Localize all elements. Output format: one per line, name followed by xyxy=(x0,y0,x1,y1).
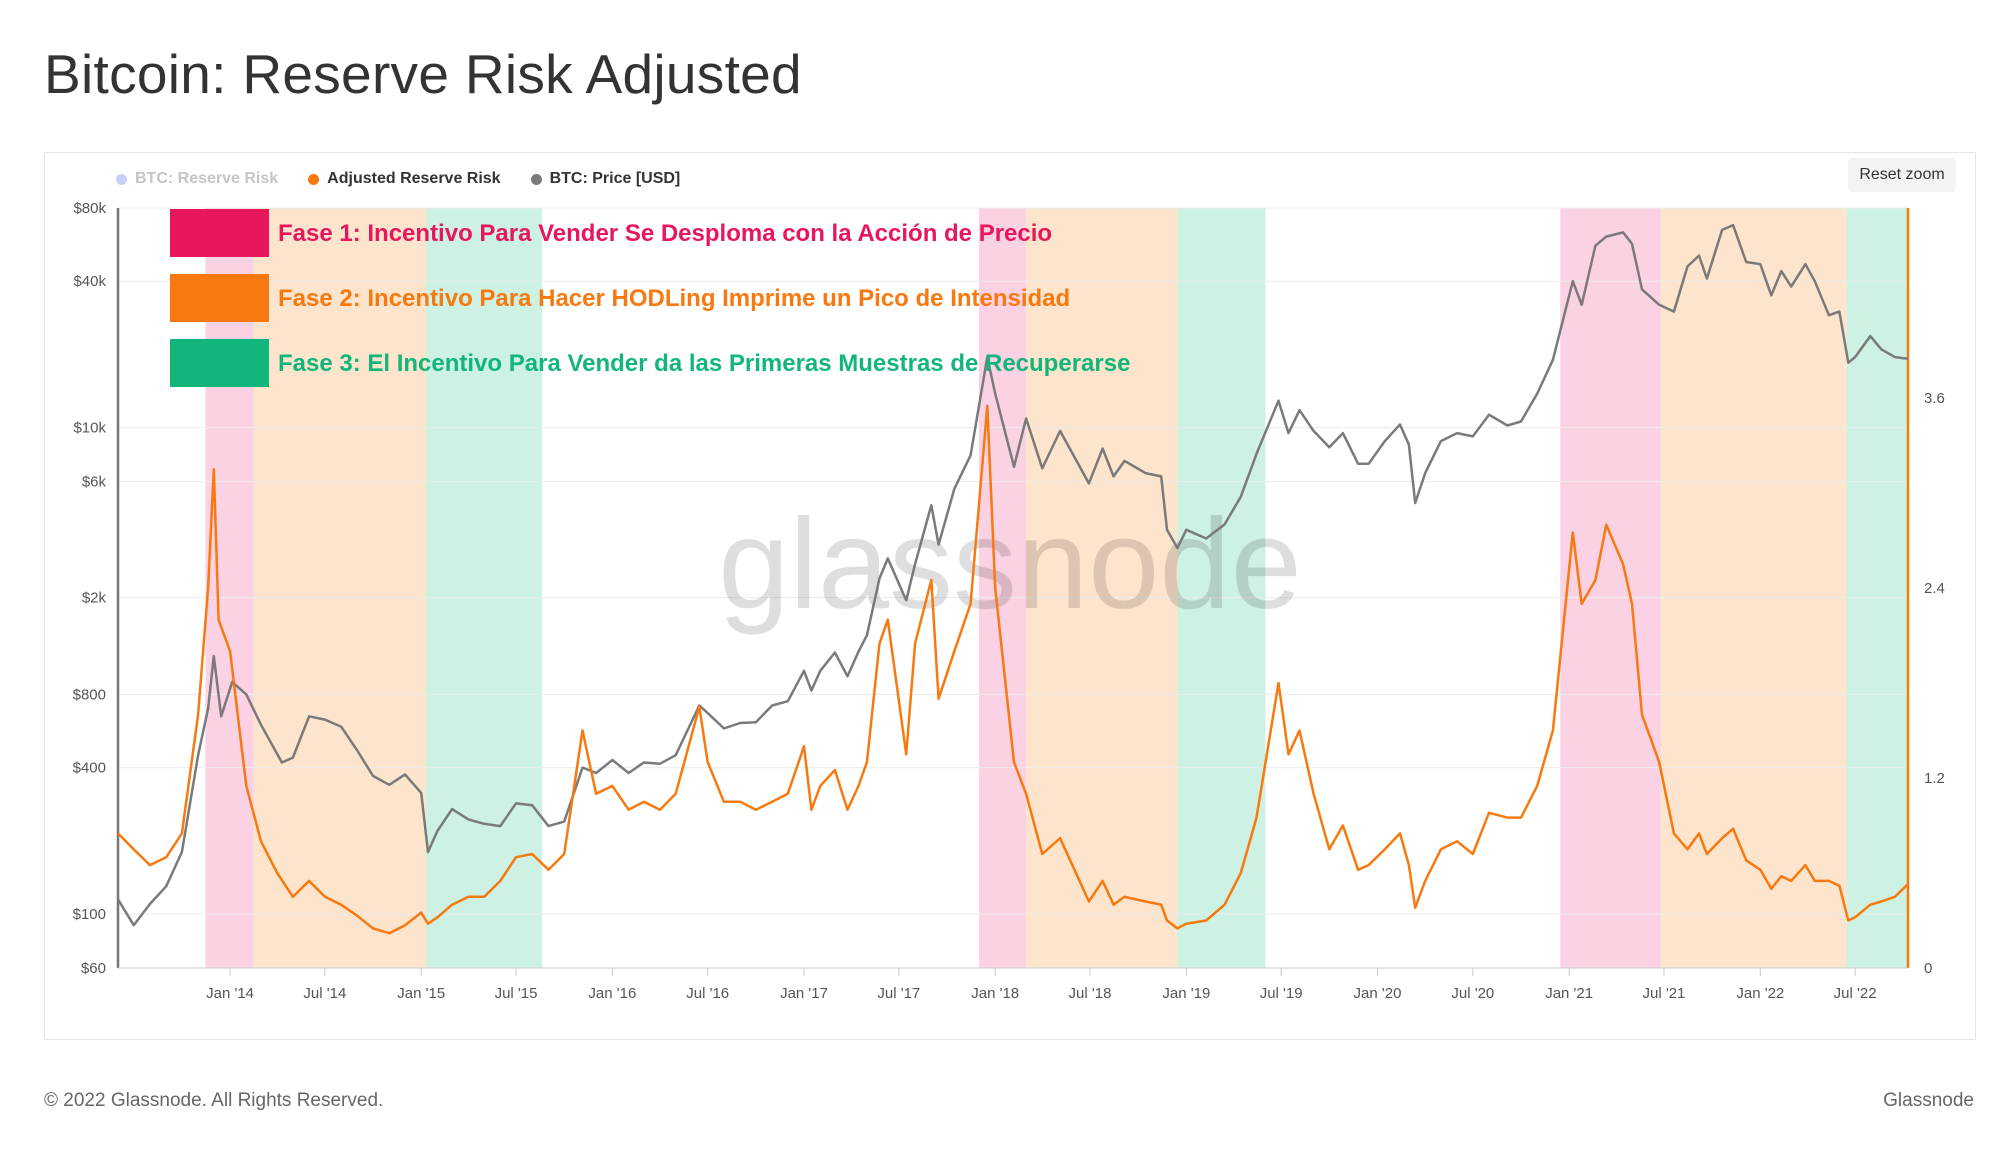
x-tick-label: Jan '14 xyxy=(206,985,254,1002)
y-right-tick-label: 2.4 xyxy=(1924,580,1945,597)
phase-2-band xyxy=(253,208,426,968)
phase-annotations: Fase 1: Incentivo Para Vender Se Desplom… xyxy=(170,209,1130,387)
legend-item-adjusted-reserve-risk[interactable]: Adjusted Reserve Risk xyxy=(308,170,501,188)
phase1-annotation: Fase 1: Incentivo Para Vender Se Desplom… xyxy=(278,220,1052,247)
x-tick-label: Jul '17 xyxy=(877,985,920,1002)
copyright: © 2022 Glassnode. All Rights Reserved. xyxy=(44,1090,384,1111)
phase-2-band xyxy=(1026,208,1178,968)
phase-3-band xyxy=(1846,208,1908,968)
x-tick-label: Jul '15 xyxy=(495,985,538,1002)
legend: BTC: Reserve Risk Adjusted Reserve Risk … xyxy=(116,170,680,188)
legend-dot-icon xyxy=(116,173,127,185)
adjusted-reserve-risk-line xyxy=(117,404,1909,935)
y-right-tick-label: 3.6 xyxy=(1924,390,1945,407)
x-tick-label: Jul '16 xyxy=(686,985,729,1002)
price-line xyxy=(116,223,1909,927)
y-left-tick-label: $400 xyxy=(73,760,106,777)
series-lines xyxy=(116,223,1909,935)
x-tick-label: Jan '21 xyxy=(1545,985,1593,1002)
x-tick-label: Jul '14 xyxy=(303,985,346,1002)
page-title: Bitcoin: Reserve Risk Adjusted xyxy=(44,43,802,105)
x-tick-label: Jan '19 xyxy=(1162,985,1210,1002)
x-tick-label: Jan '20 xyxy=(1354,985,1402,1002)
y-left-tick-label: $40k xyxy=(73,273,106,290)
y-left-tick-label: $800 xyxy=(73,686,106,703)
phase-1-band xyxy=(978,208,1027,968)
x-tick-label: Jan '22 xyxy=(1736,985,1784,1002)
x-tick-label: Jan '18 xyxy=(971,985,1019,1002)
phase2-annotation: Fase 2: Incentivo Para Hacer HODLing Imp… xyxy=(278,285,1070,312)
phase-1-band xyxy=(205,208,254,968)
legend-dot-icon xyxy=(308,173,320,185)
phase1-swatch xyxy=(170,209,269,257)
y-left-tick-label: $2k xyxy=(82,590,107,607)
reset-zoom-button[interactable]: Reset zoom xyxy=(1848,158,1956,192)
y-left-tick-label: $6k xyxy=(82,474,107,491)
y-left-tick-label: $10k xyxy=(73,420,106,437)
x-tick-label: Jan '16 xyxy=(588,985,636,1002)
legend-item-price[interactable]: BTC: Price [USD] xyxy=(530,170,681,188)
x-tick-label: Jul '20 xyxy=(1451,985,1494,1002)
phase-2-band xyxy=(1660,208,1847,968)
y-left-tick-label: $100 xyxy=(73,906,106,923)
x-tick-label: Jul '22 xyxy=(1834,985,1877,1002)
legend-label: BTC: Price [USD] xyxy=(549,170,681,187)
axes: $80k $40k $10k $6k $2k $800 $400 $100 $60 3.6 2.4 1… xyxy=(73,200,1945,1002)
y-left-tick-label: $80k xyxy=(73,200,106,217)
brand-label: Glassnode xyxy=(1883,1090,1974,1111)
x-tick-label: Jul '21 xyxy=(1643,985,1686,1002)
legend-item-reserve-risk[interactable]: BTC: Reserve Risk xyxy=(116,170,278,188)
phase3-annotation: Fase 3: El Incentivo Para Vender da las … xyxy=(278,350,1130,377)
y-right-tick-label: 0 xyxy=(1924,960,1932,977)
legend-label: Adjusted Reserve Risk xyxy=(327,170,501,187)
x-tick-label: Jan '17 xyxy=(780,985,828,1002)
y-left-tick-label: $60 xyxy=(81,960,106,977)
y-right-tick-label: 1.2 xyxy=(1924,770,1945,787)
legend-dot-icon xyxy=(530,173,542,185)
phase-bands xyxy=(205,208,1908,968)
phase-3-band xyxy=(425,208,543,968)
watermark: glassnode xyxy=(718,493,1302,636)
phase-1-band xyxy=(1560,208,1661,968)
phase2-swatch xyxy=(170,274,269,322)
x-tick-label: Jul '19 xyxy=(1260,985,1303,1002)
phase3-swatch xyxy=(170,339,269,387)
x-tick-label: Jan '15 xyxy=(397,985,445,1002)
legend-label: BTC: Reserve Risk xyxy=(135,170,279,187)
x-tick-label: Jul '18 xyxy=(1069,985,1112,1002)
